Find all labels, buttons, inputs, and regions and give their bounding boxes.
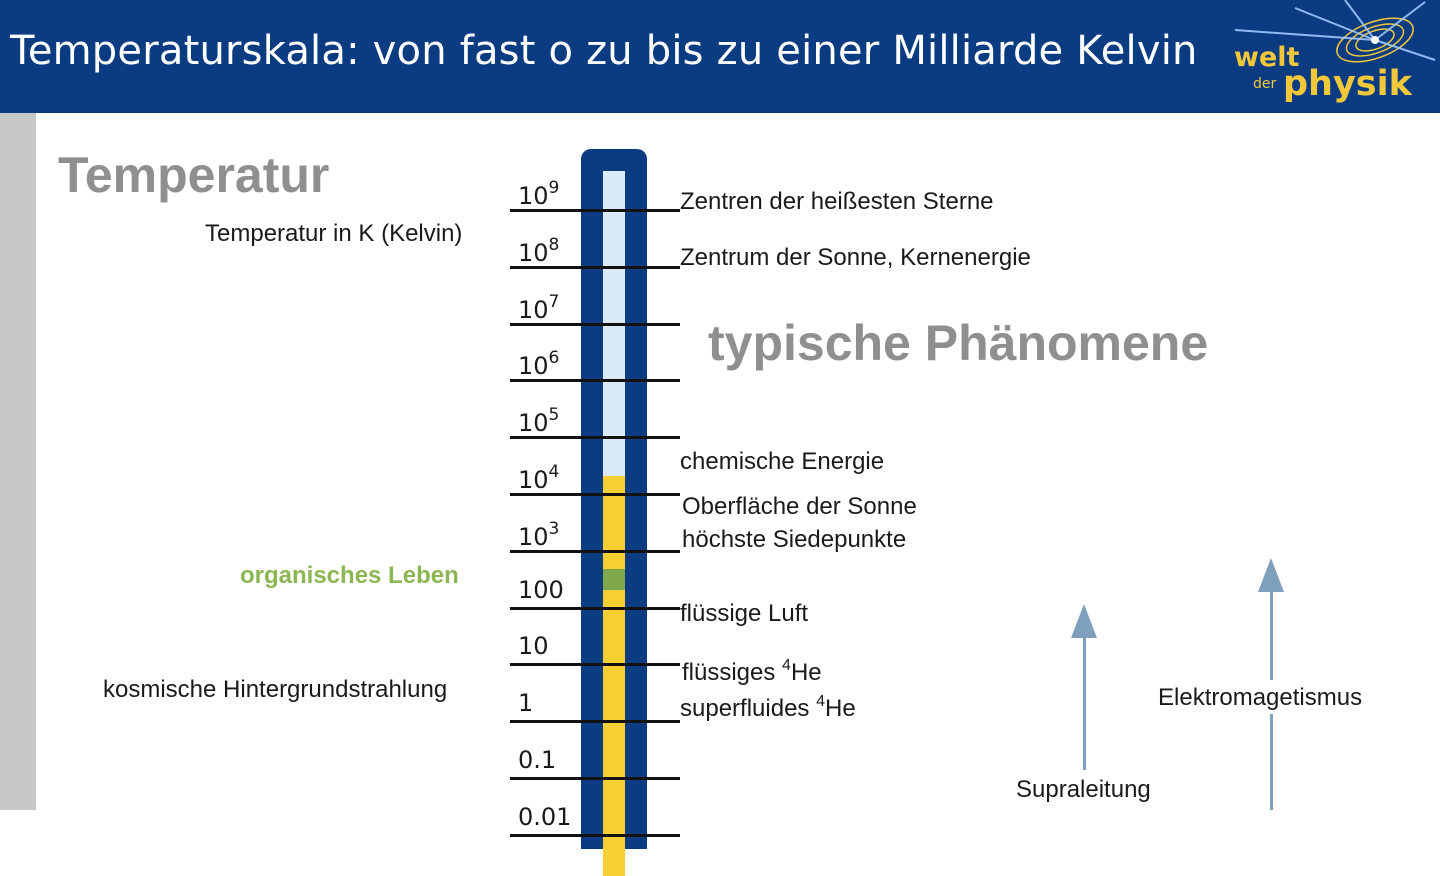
helium-isotope-number: 4 [816, 693, 825, 710]
superconductivity-label: Supraleitung [1016, 776, 1151, 803]
phenomenon-hottest-stars: Zentren der heißesten Sterne [680, 188, 994, 215]
scale-tick-line [510, 833, 680, 837]
left-margin-bar [0, 113, 36, 810]
scale-tick-label: 10 [518, 632, 549, 660]
superconductivity-arrow-icon [1071, 604, 1097, 770]
scale-tick-line [510, 436, 680, 440]
tick-base: 10 [518, 295, 549, 324]
tick-base: 1 [518, 689, 534, 718]
superfluid-helium-text: superfluides [680, 695, 817, 722]
logo-orbit-icon [1234, 0, 1436, 63]
tick-exponent: 4 [548, 462, 560, 482]
scale-tick-label: 106 [518, 348, 559, 380]
thermometer-blue-fill [603, 171, 625, 498]
phenomenon-boiling-points: höchste Siedepunkte [682, 526, 907, 553]
logo-word-welt: welt [1234, 42, 1300, 73]
logo-word-physik: physik [1283, 64, 1412, 104]
tick-base: 10 [518, 182, 549, 210]
header-banner: Temperaturskala: von fast o zu bis zu ei… [0, 0, 1440, 113]
thermometer-organic-band [603, 569, 625, 590]
tick-exponent: 9 [548, 178, 560, 198]
cmb-label: kosmische Hintergrundstrahlung [103, 676, 448, 703]
scale-tick-label: 108 [518, 235, 559, 267]
tick-base: 10 [518, 522, 549, 551]
scale-tick-line [510, 493, 680, 496]
thermometer-yellow-fill [603, 476, 625, 876]
scale-tick-label: 0.1 [518, 746, 556, 774]
scale-tick-label: 103 [518, 519, 559, 551]
scale-tick-line [510, 265, 680, 269]
helium-symbol: He [790, 659, 822, 686]
tick-base: 10 [518, 409, 549, 438]
organic-life-label: organisches Leben [240, 562, 459, 589]
phenomenon-chemical-energy: chemische Energie [680, 448, 885, 475]
liquid-helium-text: flüssiges [682, 659, 783, 686]
phenomenon-liquid-air: flüssige Luft [680, 600, 809, 627]
tick-base: 10 [518, 238, 549, 267]
phenomenon-superfluid-helium: superfluides 4He [680, 693, 856, 723]
electromagnetism-arrow-icon [1258, 558, 1284, 680]
scale-tick-line [510, 379, 680, 383]
temperature-scale: 109 108 107 106 105 104 103 100 10 1 0.1 0.01 [500, 130, 680, 876]
logo-word-der: der [1253, 76, 1277, 92]
scale-tick-label: 1 [518, 689, 533, 717]
tick-exponent: 5 [548, 405, 560, 426]
phenomenon-sun-core: Zentrum der Sonne, Kernenergie [680, 244, 1031, 271]
temperature-heading: Temperatur [58, 147, 330, 203]
electromagnetism-label: Elektromagetismus [1158, 684, 1363, 711]
scale-tick-label: 100 [518, 576, 564, 604]
helium-symbol: He [824, 695, 856, 722]
scale-tick-line [510, 777, 680, 780]
tick-base: 100 [518, 575, 564, 604]
electromagnetism-arrow-lower-shaft [1258, 714, 1284, 810]
scale-tick-line [510, 322, 680, 326]
thermometer-column [581, 149, 647, 876]
scale-tick-line [510, 209, 680, 212]
phenomenon-sun-surface: Oberfläche der Sonne [682, 493, 917, 520]
tick-exponent: 6 [548, 348, 560, 369]
scale-tick-line [510, 549, 680, 553]
temperature-unit-label: Temperatur in K (Kelvin) [205, 220, 463, 247]
tick-base: 10 [518, 352, 549, 381]
tick-base: 0.01 [518, 802, 572, 831]
phenomena-heading: typische Phänomene [708, 315, 1209, 371]
tick-base: 10 [518, 466, 549, 494]
helium-isotope-number: 4 [782, 657, 791, 674]
scale-tick-label: 107 [518, 292, 559, 324]
scale-tick-line [510, 720, 680, 724]
phenomenon-liquid-helium: flüssiges 4He [682, 657, 822, 687]
tick-exponent: 8 [548, 234, 560, 255]
scale-tick-label: 109 [518, 178, 559, 210]
page-title: Temperaturskala: von fast o zu bis zu ei… [10, 28, 1198, 74]
tick-base: 0.1 [518, 746, 557, 774]
scale-tick-line [510, 663, 680, 667]
scale-tick-label: 105 [518, 405, 559, 437]
tick-exponent: 7 [548, 291, 560, 312]
scale-tick-label: 0.01 [518, 803, 571, 831]
scale-tick-label: 104 [518, 462, 559, 494]
tick-exponent: 3 [548, 518, 560, 539]
scale-tick-line [510, 606, 680, 610]
welt-der-physik-logo: welt der physik [1225, 0, 1440, 113]
tick-base: 10 [518, 632, 549, 661]
